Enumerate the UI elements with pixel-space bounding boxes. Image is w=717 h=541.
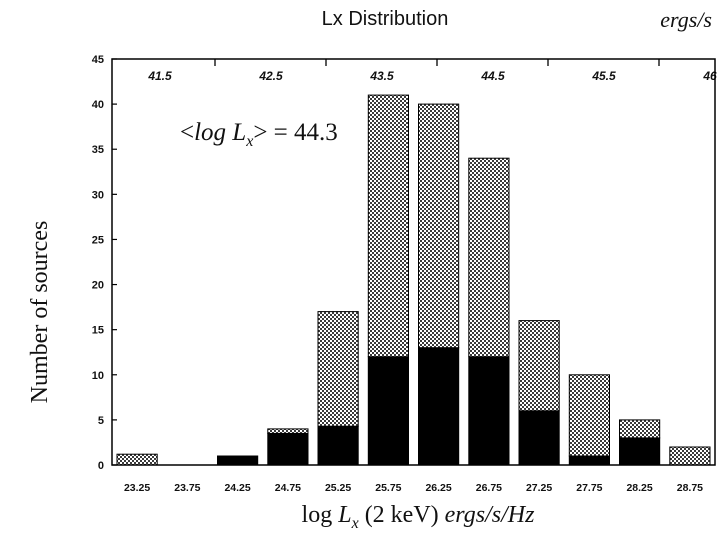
y-tick-label: 25 bbox=[92, 234, 104, 246]
top-axis-label: 42.5 bbox=[258, 69, 283, 83]
x-label-post: (2 keV) bbox=[359, 502, 445, 528]
bar-hatched-27.75 bbox=[568, 374, 610, 457]
y-tick-label: 0 bbox=[98, 460, 104, 472]
annotation-pre: < bbox=[180, 119, 194, 146]
bar-hatched-28.75 bbox=[669, 446, 711, 466]
x-tick-label: 28.75 bbox=[677, 482, 703, 494]
bar-solid-26.75 bbox=[468, 356, 510, 466]
top-ticks-layer: 41.5 42.5 43.5 44.5 45.5 46.5 bbox=[147, 59, 717, 83]
bar-solid-24.25 bbox=[217, 455, 259, 466]
x-tick-label: 25.75 bbox=[375, 482, 401, 494]
bar-solid-24.75 bbox=[267, 432, 309, 466]
chart-title: Lx Distribution bbox=[322, 8, 449, 30]
x-tick-label: 28.25 bbox=[626, 482, 652, 494]
y-tick-label: 35 bbox=[92, 144, 104, 156]
y-tick-label: 45 bbox=[92, 54, 104, 66]
plot-frame bbox=[111, 58, 716, 466]
bar-hatched-26.75 bbox=[468, 157, 510, 358]
bar-solid-27.75 bbox=[568, 455, 610, 466]
x-label-pre: log bbox=[302, 502, 339, 528]
mean-annotation: <log Lx> = 44.3 bbox=[180, 119, 338, 150]
bar-hatched-26.25 bbox=[418, 103, 460, 349]
bar-hatched-27.25 bbox=[518, 320, 560, 412]
x-tick-label: 27.25 bbox=[526, 482, 552, 494]
y-tick-label: 15 bbox=[92, 325, 104, 337]
top-axis-label: 44.5 bbox=[480, 69, 505, 83]
x-tick-label: 26.25 bbox=[425, 482, 451, 494]
y-ticks-layer: 0 5 10 15 20 25 30 35 40 45 bbox=[92, 54, 117, 472]
top-axis-label: 41.5 bbox=[147, 69, 172, 83]
y-axis-label: Number of sources bbox=[27, 221, 53, 404]
bar-hatched-25.25 bbox=[317, 311, 359, 427]
top-axis-label: 46.5 bbox=[702, 69, 717, 83]
bar-solid-28.25 bbox=[619, 437, 661, 466]
x-tick-label: 23.75 bbox=[174, 482, 200, 494]
y-tick-label: 20 bbox=[92, 280, 104, 292]
bar-hatched-28.25 bbox=[619, 419, 661, 439]
top-axis-label: 45.5 bbox=[591, 69, 616, 83]
x-ticks-layer: 23.25 23.75 24.25 24.75 25.25 25.75 26.25 26.75… bbox=[124, 482, 703, 494]
top-axis-unit: ergs/s bbox=[660, 7, 712, 32]
x-axis-label: log Lx (2 keV) ergs/s/Hz bbox=[302, 502, 536, 532]
x-tick-label: 25.25 bbox=[325, 482, 351, 494]
bars-layer bbox=[116, 94, 711, 466]
x-tick-label: 23.25 bbox=[124, 482, 150, 494]
y-tick-label: 5 bbox=[98, 415, 104, 427]
y-tick-label: 10 bbox=[92, 370, 104, 382]
x-tick-label: 24.75 bbox=[275, 482, 301, 494]
y-tick-label: 30 bbox=[92, 189, 104, 201]
x-tick-label: 26.75 bbox=[476, 482, 502, 494]
x-tick-label: 27.75 bbox=[576, 482, 602, 494]
bar-solid-26.25 bbox=[418, 347, 460, 466]
x-label-L: L bbox=[337, 502, 351, 528]
bar-hatched-25.75 bbox=[367, 94, 409, 358]
annotation-post: > = 44.3 bbox=[253, 119, 337, 146]
y-tick-label: 40 bbox=[92, 99, 104, 111]
bar-hatched-24.75 bbox=[267, 428, 309, 434]
annotation-sub: x bbox=[245, 133, 253, 150]
bar-solid-27.25 bbox=[518, 410, 560, 466]
annotation-log: log L bbox=[194, 119, 246, 146]
bar-solid-25.25 bbox=[317, 425, 359, 466]
bar-hatched-23.25 bbox=[116, 453, 158, 466]
top-axis-label: 43.5 bbox=[369, 69, 394, 83]
x-label-sub: x bbox=[351, 515, 359, 532]
x-label-unit: ergs/s/Hz bbox=[445, 502, 535, 528]
x-tick-label: 24.25 bbox=[224, 482, 250, 494]
bar-solid-25.75 bbox=[367, 356, 409, 466]
